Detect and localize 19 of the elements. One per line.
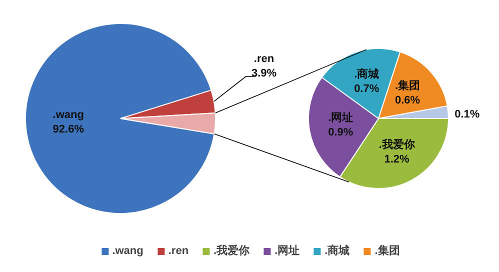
legend-label: .ren bbox=[168, 244, 189, 256]
slice-label: .商城 bbox=[354, 68, 380, 81]
legend-label: .我爱你 bbox=[214, 244, 250, 258]
slice-label: .网址 bbox=[328, 111, 354, 124]
legend-label: .商城 bbox=[324, 244, 350, 258]
data-label: 1.2% bbox=[384, 154, 410, 166]
slice-label: .ren bbox=[254, 53, 274, 66]
data-label: 3.9% bbox=[251, 68, 277, 80]
slice-label: .wang bbox=[52, 108, 84, 121]
data-label: 0.1% bbox=[454, 108, 480, 120]
data-label: 0.7% bbox=[354, 83, 380, 96]
data-label: 92.6% bbox=[52, 123, 84, 136]
legend-label: .wang bbox=[112, 244, 144, 256]
legend-label: .网址 bbox=[274, 244, 300, 258]
slice-label: .集团 bbox=[394, 78, 420, 92]
legend-label: .集团 bbox=[374, 244, 400, 258]
data-label: 0.6% bbox=[394, 94, 420, 106]
slice-label: .我爱你 bbox=[378, 138, 416, 152]
data-label: 0.9% bbox=[328, 126, 354, 139]
